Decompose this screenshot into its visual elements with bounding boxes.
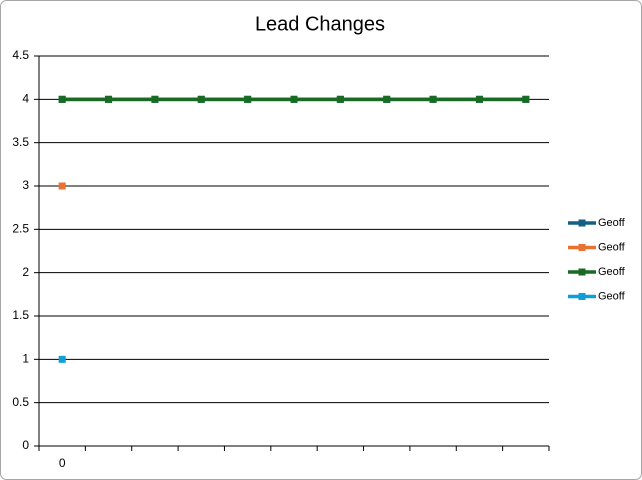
y-tick-label: 1.5 [12, 308, 29, 322]
series-marker [336, 95, 344, 103]
series-marker [58, 95, 66, 103]
legend-marker [578, 244, 586, 251]
y-tick-label: 2.5 [12, 222, 29, 236]
legend-marker [578, 268, 586, 276]
y-tick-label: 4.5 [12, 48, 29, 62]
chart-title: Lead Changes [255, 13, 385, 35]
series-marker [151, 95, 159, 103]
legend-marker [578, 293, 586, 300]
x-tick-label: 0 [59, 456, 66, 470]
series-marker [58, 355, 66, 363]
y-tick-label: 2 [22, 265, 29, 279]
series-marker [58, 182, 66, 190]
legend-label: Geoff [598, 290, 626, 302]
series-marker [522, 95, 530, 103]
y-tick-label: 3 [22, 178, 29, 192]
y-tick-label: 1 [22, 352, 29, 366]
legend-marker [578, 219, 586, 227]
legend-label: Geoff [598, 266, 626, 278]
series-marker [197, 95, 205, 103]
y-tick-label: 4 [22, 92, 29, 106]
y-tick-label: 0 [22, 438, 29, 452]
y-tick-label: 3.5 [12, 135, 29, 149]
legend-label: Geoff [598, 217, 626, 229]
legend-label: Geoff [598, 241, 626, 253]
series-marker [244, 95, 252, 103]
y-tick-label: 0.5 [12, 395, 29, 409]
series-marker [105, 95, 113, 103]
series-marker [475, 95, 483, 103]
series-marker [383, 95, 391, 103]
series-marker [429, 95, 437, 103]
series-marker [290, 95, 298, 103]
